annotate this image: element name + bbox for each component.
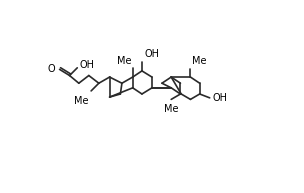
Text: Me: Me [74,96,89,106]
Text: O: O [47,64,55,74]
Text: Me: Me [117,56,131,66]
Text: OH: OH [144,49,159,59]
Text: Me: Me [192,56,206,66]
Text: OH: OH [80,60,95,70]
Text: OH: OH [213,93,228,103]
Text: Me: Me [164,104,178,114]
